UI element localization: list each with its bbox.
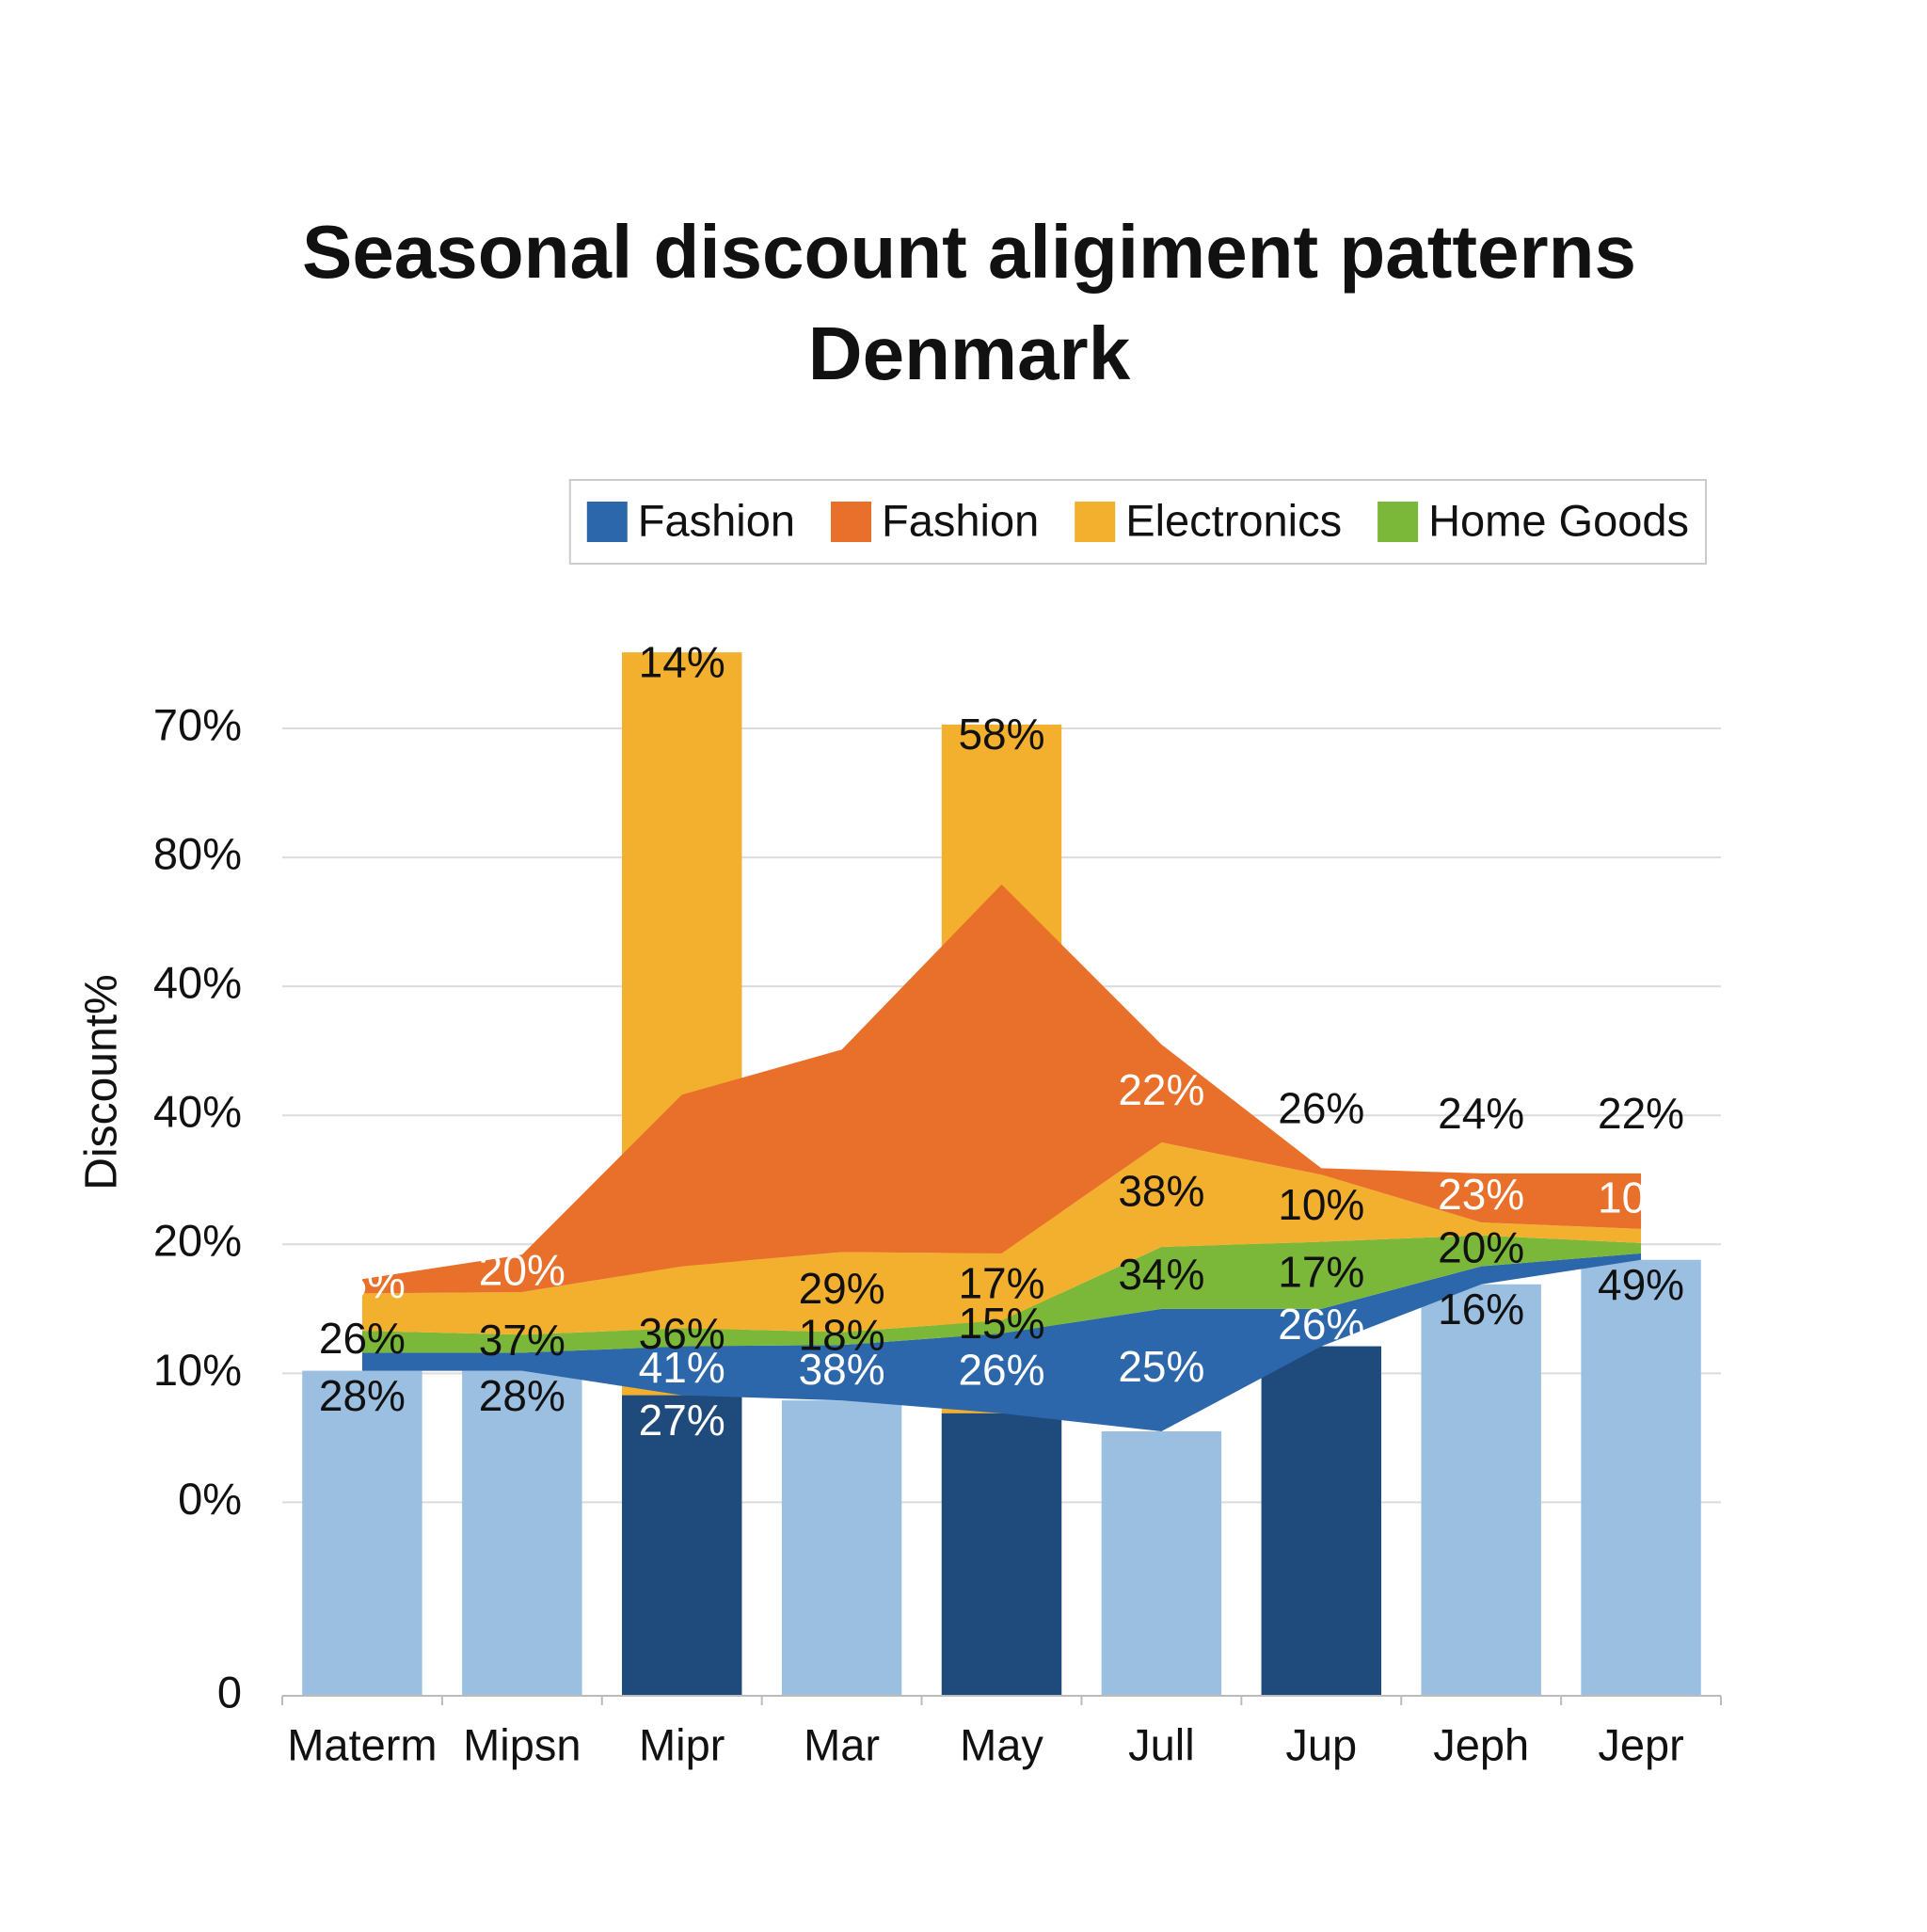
data-label: 37% xyxy=(479,1316,565,1365)
y-tick-label: 20% xyxy=(153,1216,242,1266)
chart-subtitle: Denmark xyxy=(808,311,1131,395)
chart-title: Seasonal discount aligiment patterns xyxy=(302,210,1636,294)
data-label: 38% xyxy=(799,1345,885,1394)
data-label: 17% xyxy=(1278,1247,1364,1296)
bar xyxy=(941,1413,1062,1696)
legend-swatch xyxy=(1075,502,1116,542)
data-label: 15% xyxy=(958,1299,1044,1348)
y-axis-label: Discount% xyxy=(77,974,127,1190)
y-tick-label: 10% xyxy=(153,1345,242,1395)
data-label: 20% xyxy=(1438,1222,1524,1271)
x-tick-label: Mipsn xyxy=(463,1719,581,1769)
bar xyxy=(781,1400,902,1696)
bar xyxy=(1261,1346,1381,1696)
data-label: 26% xyxy=(1278,1300,1364,1349)
data-label: 14% xyxy=(639,637,725,686)
data-label: 25% xyxy=(1118,1342,1204,1391)
data-label: 28% xyxy=(319,1371,406,1420)
legend-box xyxy=(568,479,1707,565)
data-label: 27% xyxy=(639,1396,725,1445)
y-tick-label: 40% xyxy=(153,1087,242,1137)
bar xyxy=(1581,1259,1701,1696)
y-tick-label: 70% xyxy=(153,699,242,749)
legend-swatch xyxy=(1378,502,1419,542)
data-label: 29% xyxy=(799,1264,885,1313)
data-label: 26% xyxy=(1278,1084,1364,1133)
x-tick-label: Jepr xyxy=(1598,1719,1683,1769)
bar xyxy=(1421,1284,1541,1696)
area xyxy=(361,1253,1642,1432)
bar xyxy=(302,1370,422,1696)
data-label: 22% xyxy=(1118,1065,1204,1114)
data-label: 26% xyxy=(319,1314,406,1363)
y-tick-label: 80% xyxy=(153,829,242,879)
data-label: 20% xyxy=(479,1245,565,1294)
data-label: 36% xyxy=(639,1309,725,1358)
legend-label: Fashion xyxy=(638,495,795,545)
x-tick-label: Jup xyxy=(1285,1719,1357,1769)
data-label: 49% xyxy=(1598,1260,1684,1309)
data-label: 18% xyxy=(799,1311,885,1360)
legend-label: Electronics xyxy=(1125,495,1342,545)
data-label: 15% xyxy=(319,1258,406,1307)
area xyxy=(361,884,1642,1294)
x-tick-label: Jeph xyxy=(1433,1719,1529,1769)
y-tick-label: 0 xyxy=(217,1667,242,1716)
bar xyxy=(622,1395,742,1696)
area xyxy=(361,1142,1642,1335)
legend-swatch xyxy=(586,502,628,542)
data-label: 34% xyxy=(1118,1250,1204,1299)
legend: Fashion Fashion Electronics Home Goods xyxy=(568,479,1707,565)
bar xyxy=(1101,1431,1222,1696)
data-label: 58% xyxy=(958,710,1044,758)
x-tick-label: Mipr xyxy=(639,1719,725,1769)
x-tick-label: Mar xyxy=(804,1719,880,1769)
data-label: 26% xyxy=(958,1346,1044,1395)
y-tick-label: 40% xyxy=(153,958,242,1008)
legend-label: Fashion xyxy=(882,495,1039,545)
data-label: 10% xyxy=(1598,1174,1684,1222)
y-tick-label: 0% xyxy=(178,1474,242,1524)
data-label: 38% xyxy=(1118,1167,1204,1216)
x-tick-label: Materm xyxy=(287,1719,437,1769)
data-label: 16% xyxy=(1438,1285,1524,1333)
data-label: 17% xyxy=(958,1259,1044,1308)
x-tick-label: Jull xyxy=(1128,1719,1195,1769)
data-label: 28% xyxy=(479,1371,565,1420)
data-label: 41% xyxy=(639,1343,725,1392)
data-label: 10% xyxy=(1278,1180,1364,1229)
legend-swatch xyxy=(831,502,872,542)
legend-label: Home Goods xyxy=(1428,495,1689,545)
x-tick-label: May xyxy=(960,1719,1043,1769)
area xyxy=(361,1235,1642,1353)
bar xyxy=(462,1370,582,1696)
data-label: 23% xyxy=(1438,1170,1524,1219)
data-label: 22% xyxy=(1598,1089,1684,1138)
data-label: 24% xyxy=(1438,1089,1524,1138)
